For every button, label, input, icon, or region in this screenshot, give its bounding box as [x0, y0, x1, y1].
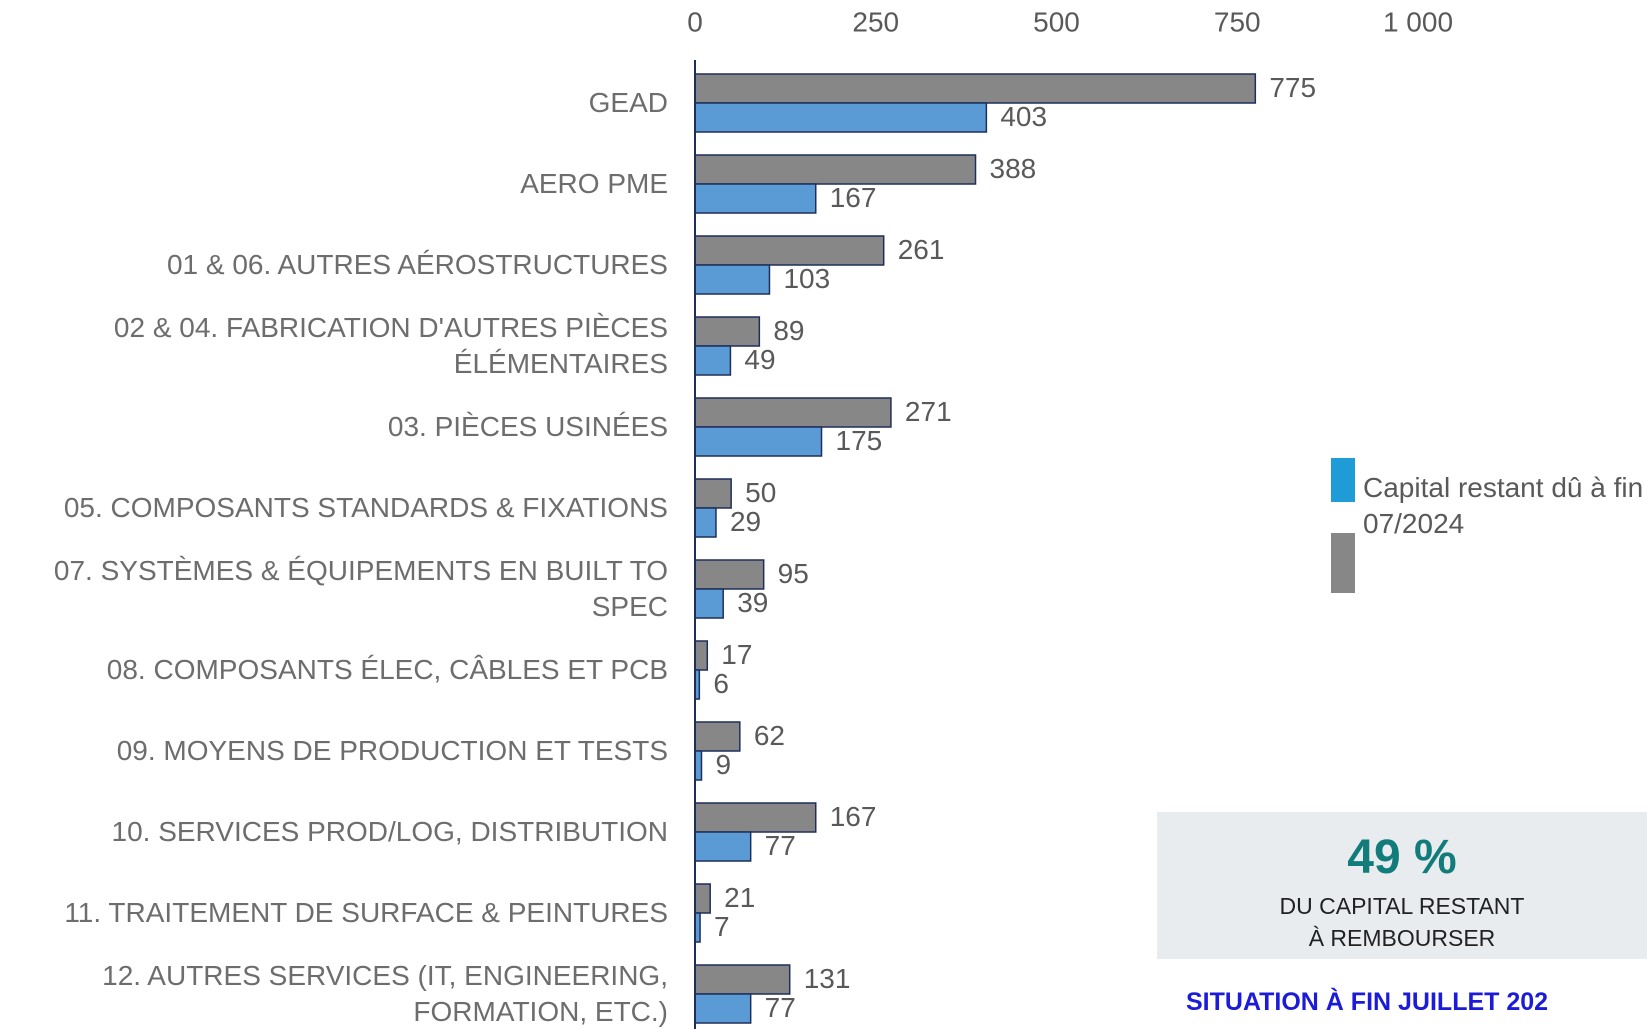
bar [694, 235, 885, 266]
category-label: AERO PME [520, 168, 668, 199]
bar [694, 183, 817, 214]
x-tick-label: 750 [1214, 6, 1261, 37]
category-label: GEAD [588, 87, 668, 118]
category-label: 02 & 04. FABRICATION D'AUTRES PIÈCES ÉLÉ… [113, 312, 668, 379]
bar [694, 640, 709, 671]
data-label: 9 [716, 749, 732, 780]
data-label: 271 [905, 396, 952, 427]
data-label: 77 [765, 992, 796, 1023]
bar [694, 73, 1257, 104]
bar [694, 883, 711, 914]
x-tick-label: 0 [687, 6, 703, 37]
data-label: 39 [737, 587, 768, 618]
category-label: 11. TRAITEMENT DE SURFACE & PEINTURES [64, 897, 668, 928]
category-label: 12. AUTRES SERVICES (IT, ENGINEERING, FO… [102, 960, 668, 1027]
data-label: 167 [830, 801, 877, 832]
bar [694, 831, 752, 862]
kpi-value: 49 % [1347, 831, 1457, 884]
bar [694, 426, 823, 457]
bar [694, 478, 732, 509]
bar [694, 559, 765, 590]
legend-label: Capital restant dû à fin 07/2024 [1363, 472, 1644, 539]
category-label: 10. SERVICES PROD/LOG, DISTRIBUTION [111, 816, 669, 847]
category-label: 05. COMPOSANTS STANDARDS & FIXATIONS [63, 492, 668, 523]
data-label: 7 [714, 911, 730, 942]
bar [694, 964, 791, 995]
data-label: 261 [898, 234, 945, 265]
category-label: 08. COMPOSANTS ÉLEC, CÂBLES ET PCB [106, 654, 668, 685]
x-tick-label: 250 [852, 6, 899, 37]
kpi-box: 49 % DU CAPITAL RESTANT À REMBOURSER [1157, 812, 1647, 959]
bar [694, 345, 732, 376]
bar [694, 588, 724, 619]
bar [694, 993, 752, 1024]
x-tick-label: 1 000 [1383, 6, 1453, 37]
x-tick-label: 500 [1033, 6, 1080, 37]
data-label: 62 [754, 720, 785, 751]
data-label: 21 [724, 882, 755, 913]
data-label: 775 [1269, 72, 1316, 103]
data-label: 17 [721, 639, 752, 670]
data-label: 95 [778, 558, 809, 589]
category-label: 01 & 06. AUTRES AÉROSTRUCTURES [166, 249, 668, 280]
data-label: 131 [804, 963, 851, 994]
bar [694, 802, 817, 833]
bar [694, 264, 771, 295]
legend-swatch [1331, 458, 1355, 502]
bar [694, 507, 717, 538]
bar [694, 721, 741, 752]
data-label: 77 [765, 830, 796, 861]
data-label: 50 [745, 477, 776, 508]
data-label: 29 [730, 506, 761, 537]
data-label: 103 [783, 263, 830, 294]
data-label: 49 [744, 344, 775, 375]
category-label: 03. PIÈCES USINÉES [387, 411, 668, 442]
kpi-text: DU CAPITAL RESTANT À REMBOURSER [1279, 893, 1525, 951]
category-label: 09. MOYENS DE PRODUCTION ET TESTS [116, 735, 668, 766]
data-label: 6 [713, 668, 729, 699]
bar [694, 154, 977, 185]
data-label: 175 [836, 425, 883, 456]
bar [694, 316, 761, 347]
category-label: 07. SYSTÈMES & ÉQUIPEMENTS EN BUILT TO S… [53, 555, 668, 622]
data-label: 388 [990, 153, 1037, 184]
data-label: 403 [1000, 101, 1047, 132]
legend-swatch [1331, 533, 1355, 593]
data-label: 89 [773, 315, 804, 346]
bar [694, 397, 892, 428]
footer-note: SITUATION À FIN JUILLET 202 [1186, 988, 1549, 1016]
bar [694, 102, 988, 133]
data-label: 167 [830, 182, 877, 213]
